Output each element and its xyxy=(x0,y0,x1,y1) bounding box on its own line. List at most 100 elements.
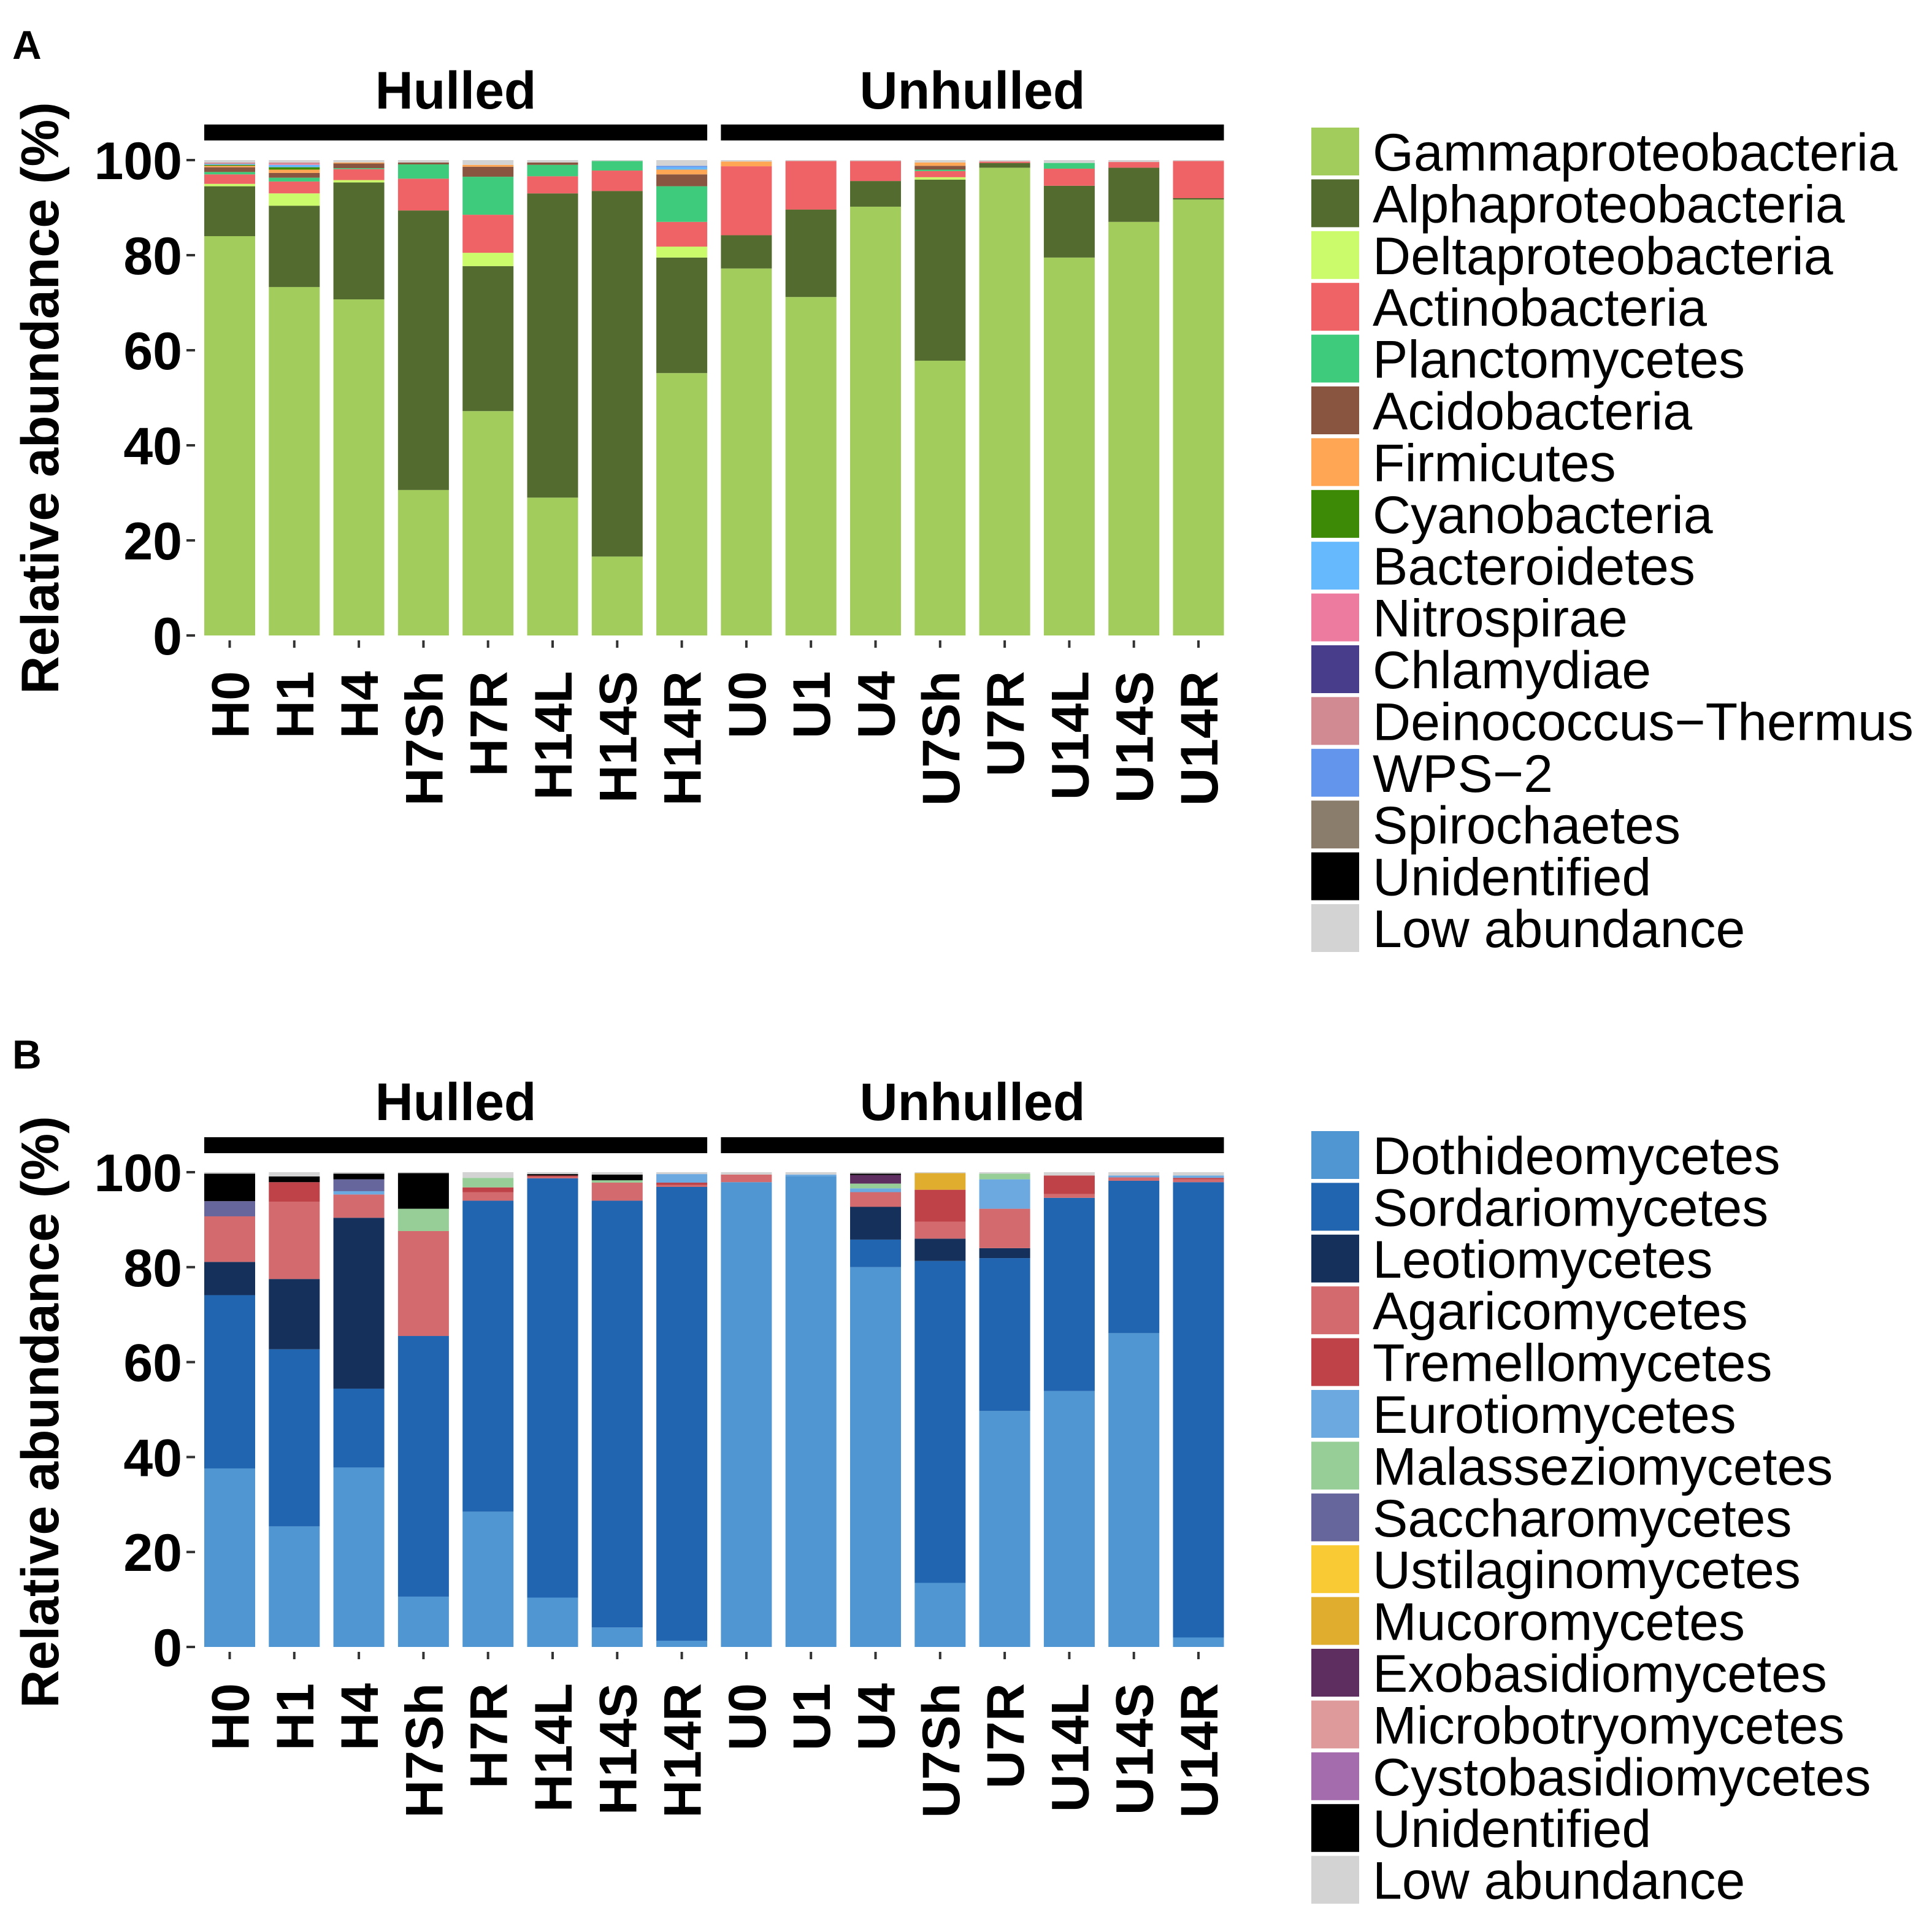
legend-swatch xyxy=(1311,1597,1359,1645)
legend-item: Deinococcus−Thermus xyxy=(1311,693,1914,751)
bar-segment-actinobacteria xyxy=(979,161,1030,163)
bar-segment-firmicutes xyxy=(269,169,320,173)
bar-segment-saccharomycetes xyxy=(333,1179,385,1191)
bar-stack-h7r xyxy=(462,160,514,635)
x-tick-label: U14S xyxy=(1106,671,1165,803)
group-bracket-bar xyxy=(721,125,1224,140)
bar-segment-agaricomycetes xyxy=(1173,1179,1224,1183)
bar-segment-unidentified xyxy=(397,1173,449,1209)
bar-segment-planctomycetes xyxy=(397,164,449,179)
bar-segment-sordariomycetes xyxy=(1108,1180,1160,1334)
bar-segment-low-abundance xyxy=(721,1172,772,1175)
bar-stack-h0 xyxy=(204,1172,255,1647)
y-tick-label: 80 xyxy=(123,227,182,286)
legend-label: Deinococcus−Thermus xyxy=(1373,693,1914,751)
bar-segment-acidobacteria xyxy=(333,163,385,169)
bar-segment-sordariomycetes xyxy=(979,1258,1030,1411)
legend-item: Bacteroidetes xyxy=(1311,537,1695,596)
bar-segment-alphaproteobacteria xyxy=(914,179,966,361)
bar-segment-gammaproteobacteria xyxy=(914,361,966,635)
bar-segment-tremellomycetes xyxy=(1043,1175,1095,1194)
bar-segment-low-abundance xyxy=(721,160,772,162)
legend-swatch xyxy=(1311,542,1359,590)
x-tick-label: U14R xyxy=(1170,1683,1229,1818)
bar-segment-tremellomycetes xyxy=(914,1189,966,1222)
bar-segment-planctomycetes xyxy=(269,177,320,182)
legend-swatch xyxy=(1311,1286,1359,1335)
x-tick-label: H14R xyxy=(654,671,713,806)
bar-segment-low-abundance xyxy=(1173,160,1224,161)
bar-segment-actinobacteria xyxy=(462,215,514,253)
bar-segment-low-abundance xyxy=(397,1172,449,1173)
bar-segment-dothideomycetes xyxy=(785,1176,837,1647)
bar-segment-gammaproteobacteria xyxy=(785,297,837,635)
legend: DothideomycetesSordariomycetesLeotiomyce… xyxy=(1311,1127,1871,1911)
bar-segment-unidentified xyxy=(850,1173,901,1175)
bar-segment-alphaproteobacteria xyxy=(269,205,320,287)
y-tick-label: 100 xyxy=(94,132,183,191)
legend-label: Cyanobacteria xyxy=(1373,486,1713,545)
bar-segment-low-abundance xyxy=(269,1172,320,1176)
x-tick-label: H14S xyxy=(589,671,648,803)
y-tick-label: 0 xyxy=(153,1619,182,1678)
legend-label: Acidobacteria xyxy=(1373,382,1692,441)
bar-segment-agaricomycetes xyxy=(204,1216,255,1262)
bar-segment-low-abundance xyxy=(1108,1172,1160,1176)
bar-segment-low-abundance xyxy=(1108,160,1160,163)
bar-segment-low-abundance xyxy=(1173,1172,1224,1176)
bar-segment-firmicutes xyxy=(914,162,966,166)
legend-item: Unidentified xyxy=(1311,1800,1651,1859)
bar-segment-alphaproteobacteria xyxy=(333,182,385,300)
bar-segment-alphaproteobacteria xyxy=(979,163,1030,168)
group-title: Hulled xyxy=(375,1073,537,1132)
x-tick-label: U1 xyxy=(783,1683,841,1751)
bar-segment-acidobacteria xyxy=(527,162,578,165)
bar-segment-alphaproteobacteria xyxy=(656,257,708,374)
bar-segment-planctomycetes xyxy=(591,161,643,171)
bar-segment-sordariomycetes xyxy=(397,1336,449,1597)
bar-segment-alphaproteobacteria xyxy=(204,186,255,236)
bar-segment-dothideomycetes xyxy=(1043,1391,1095,1647)
legend-label: Actinobacteria xyxy=(1373,278,1707,337)
bar-segment-eurotiomycetes xyxy=(656,1174,708,1183)
bar-segment-agaricomycetes xyxy=(721,1174,772,1183)
bar-segment-planctomycetes xyxy=(462,177,514,215)
legend-swatch xyxy=(1311,1856,1359,1904)
bar-segment-alphaproteobacteria xyxy=(1173,198,1224,200)
bar-segment-dothideomycetes xyxy=(333,1467,385,1647)
bar-segment-gammaproteobacteria xyxy=(204,236,255,635)
bar-segment-low-abundance xyxy=(204,1172,255,1174)
legend-item: Tremellomycetes xyxy=(1311,1334,1773,1393)
bar-segment-bacteroidetes xyxy=(269,164,320,167)
bar-segment-planctomycetes xyxy=(656,186,708,222)
y-tick-label: 20 xyxy=(123,512,182,571)
bar-segment-planctomycetes xyxy=(914,169,966,171)
bar-stack-u14s xyxy=(1108,160,1160,635)
bar-segment-dothideomycetes xyxy=(397,1596,449,1647)
y-axis-title: Relative abundance (%) xyxy=(11,1116,70,1708)
group-title: Unhulled xyxy=(860,61,1086,120)
bar-segment-low-abundance xyxy=(269,160,320,163)
x-tick-label: H7Sh xyxy=(395,1683,454,1818)
bar-segment-sordariomycetes xyxy=(527,1178,578,1598)
legend-label: Low abundance xyxy=(1373,1852,1745,1911)
bar-segment-firmicutes xyxy=(721,161,772,167)
bar-segment-unidentified xyxy=(333,1173,385,1180)
bar-segment-eurotiomycetes xyxy=(850,1188,901,1192)
bar-segment-agaricomycetes xyxy=(397,1230,449,1337)
bar-segment-tremellomycetes xyxy=(1173,1178,1224,1180)
bar-segment-agaricomycetes xyxy=(850,1192,901,1207)
bar-stack-u7sh xyxy=(914,160,966,635)
group-bracket-bar xyxy=(204,1137,708,1153)
bar-segment-agaricomycetes xyxy=(462,1192,514,1201)
legend-item: Eurotiomycetes xyxy=(1311,1386,1736,1445)
panel-letter: A xyxy=(12,22,42,67)
bar-segment-actinobacteria xyxy=(1173,161,1224,198)
bar-segment-dothideomycetes xyxy=(462,1511,514,1647)
bar-segment-malasseziomycetes xyxy=(462,1178,514,1188)
bar-segment-saccharomycetes xyxy=(204,1201,255,1216)
x-tick-label: U0 xyxy=(718,671,777,739)
bar-segment-dothideomycetes xyxy=(721,1182,772,1647)
bar-segment-dothideomycetes xyxy=(591,1627,643,1647)
